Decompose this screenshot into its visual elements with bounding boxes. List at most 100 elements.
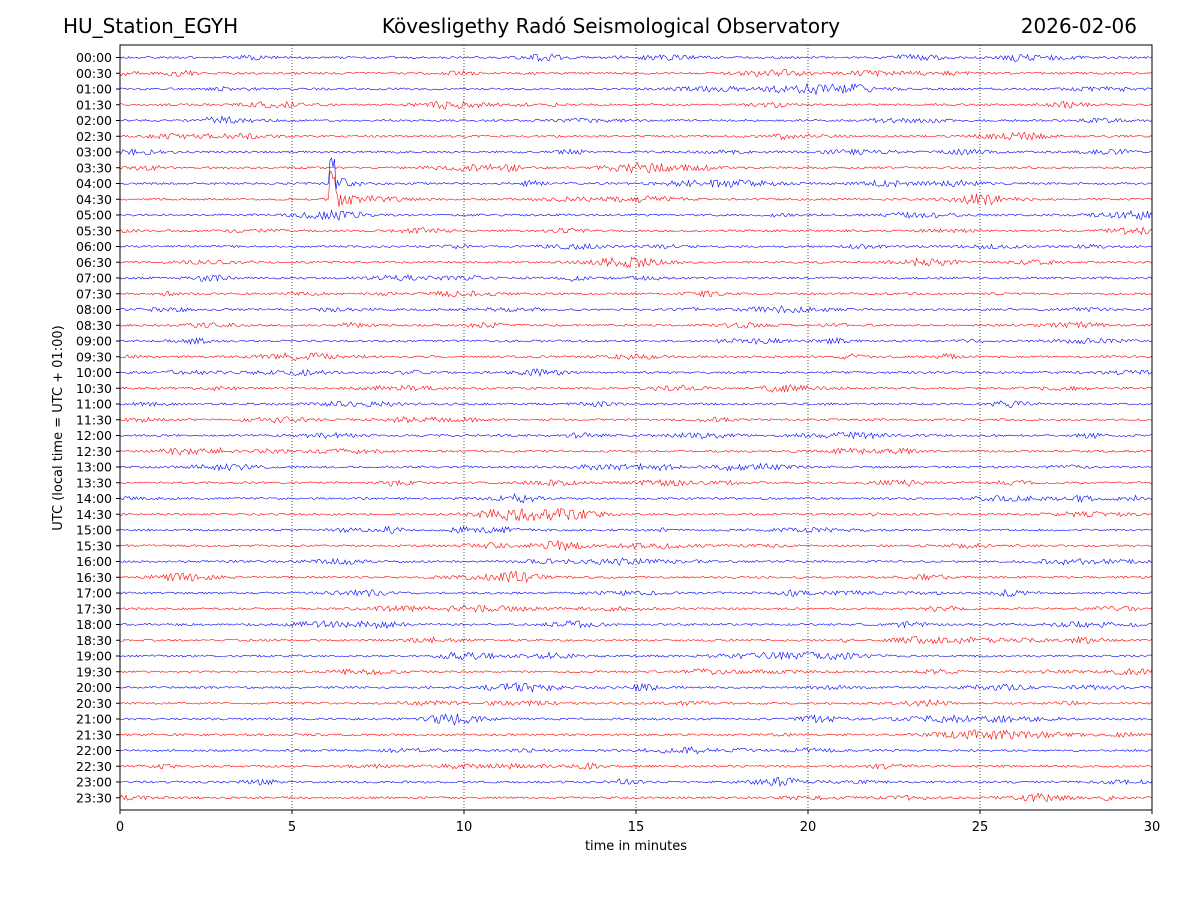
trace-2030 — [119, 698, 1153, 707]
y-tick-label: 03:30 — [76, 160, 112, 175]
y-tick-label: 23:00 — [76, 775, 112, 790]
x-tick-label: 25 — [972, 820, 989, 835]
trace-0100 — [119, 82, 1153, 96]
x-tick-label: 15 — [628, 820, 645, 835]
y-tick-label: 10:00 — [76, 365, 112, 380]
trace-0900 — [119, 336, 1153, 345]
y-tick-label: 11:30 — [76, 412, 112, 427]
y-tick-label: 11:00 — [76, 397, 112, 412]
y-tick-label: 22:00 — [76, 743, 112, 758]
x-axis-ticks: 0 5 10 15 20 25 30 — [116, 810, 1160, 835]
vertical-gridlines — [291, 45, 981, 810]
y-tick-label: 14:30 — [76, 507, 112, 522]
trace-0130 — [120, 100, 1153, 110]
trace-1100 — [119, 400, 1153, 409]
y-tick-label: 05:30 — [76, 223, 112, 238]
trace-0300 — [119, 148, 1153, 156]
y-tick-label: 02:00 — [76, 113, 112, 128]
seismogram-traces — [119, 53, 1153, 803]
station-name: HU_Station_EGYH — [63, 14, 239, 38]
trace-0330 — [119, 162, 1153, 174]
trace-2130 — [119, 729, 1153, 741]
trace-1630 — [119, 570, 1153, 584]
y-tick-label: 08:30 — [76, 318, 112, 333]
trace-0200 — [119, 115, 1153, 125]
trace-1700 — [119, 588, 1153, 598]
trace-2200 — [119, 746, 1153, 755]
y-tick-label: 22:30 — [76, 759, 112, 774]
y-tick-label: 09:00 — [76, 334, 112, 349]
trace-1400 — [119, 492, 1153, 504]
trace-1930 — [119, 667, 1153, 676]
y-tick-label: 20:00 — [76, 680, 112, 695]
trace-0630 — [119, 256, 1153, 269]
y-tick-label: 18:30 — [76, 633, 112, 648]
trace-2330 — [119, 792, 1153, 803]
trace-1530 — [119, 539, 1153, 552]
trace-0400 — [119, 157, 1153, 190]
y-tick-label: 20:30 — [76, 696, 112, 711]
trace-0530 — [119, 226, 1153, 236]
y-tick-label: 21:30 — [76, 727, 112, 742]
trace-1730 — [119, 604, 1153, 613]
trace-0600 — [119, 242, 1153, 251]
y-tick-label: 23:30 — [76, 790, 112, 805]
trace-0230 — [119, 131, 1153, 141]
trace-0830 — [119, 321, 1153, 329]
trace-1330 — [119, 479, 1153, 487]
y-tick-label: 13:30 — [76, 475, 112, 490]
trace-0730 — [119, 289, 1153, 298]
y-tick-label: 16:30 — [76, 570, 112, 585]
record-date: 2026-02-06 — [1020, 14, 1137, 38]
x-tick-label: 0 — [116, 820, 124, 835]
trace-0500 — [119, 209, 1153, 221]
trace-1200 — [119, 431, 1153, 440]
trace-1830 — [119, 635, 1153, 645]
y-tick-label: 19:30 — [76, 664, 112, 679]
trace-1800 — [119, 620, 1152, 630]
trace-2100 — [119, 713, 1153, 726]
y-tick-label: 17:30 — [76, 601, 112, 616]
x-tick-label: 30 — [1144, 820, 1161, 835]
y-tick-label: 12:00 — [76, 428, 112, 443]
y-tick-label: 15:00 — [76, 523, 112, 538]
y-tick-label: 15:30 — [76, 538, 112, 553]
y-tick-label: 01:30 — [76, 97, 112, 112]
trace-1430 — [119, 507, 1153, 522]
y-tick-label: 04:00 — [76, 176, 112, 191]
trace-2230 — [119, 762, 1153, 770]
y-tick-label: 14:00 — [76, 491, 112, 506]
y-axis-ticks: 00:0000:3001:0001:3002:0002:3003:0003:30… — [76, 50, 120, 805]
trace-1000 — [119, 367, 1153, 378]
y-tick-label: 04:30 — [76, 192, 112, 207]
y-tick-label: 10:30 — [76, 381, 112, 396]
y-tick-label: 16:00 — [76, 554, 112, 569]
y-tick-label: 09:30 — [76, 349, 112, 364]
trace-0800 — [119, 305, 1153, 314]
y-tick-label: 02:30 — [76, 129, 112, 144]
x-axis-label: time in minutes — [585, 839, 687, 854]
y-tick-label: 19:00 — [76, 649, 112, 664]
y-tick-label: 18:00 — [76, 617, 112, 632]
trace-0430 — [119, 170, 1153, 207]
y-tick-label: 05:00 — [76, 208, 112, 223]
y-tick-label: 03:00 — [76, 145, 112, 160]
x-tick-label: 20 — [800, 820, 817, 835]
y-tick-label: 00:30 — [76, 66, 112, 81]
y-tick-label: 08:00 — [76, 302, 112, 317]
y-tick-label: 13:00 — [76, 460, 112, 475]
trace-1300 — [119, 462, 1153, 472]
y-tick-label: 21:00 — [76, 712, 112, 727]
trace-1030 — [119, 384, 1153, 393]
trace-1130 — [119, 416, 1153, 424]
y-tick-label: 17:00 — [76, 586, 112, 601]
trace-0030 — [119, 69, 1153, 78]
trace-1230 — [119, 446, 1153, 456]
trace-1500 — [119, 525, 1153, 534]
observatory-title: Kövesligethy Radó Seismological Observat… — [381, 14, 841, 38]
x-tick-label: 5 — [288, 820, 296, 835]
trace-2000 — [119, 682, 1153, 693]
trace-0700 — [119, 274, 1153, 282]
trace-1600 — [119, 557, 1153, 566]
